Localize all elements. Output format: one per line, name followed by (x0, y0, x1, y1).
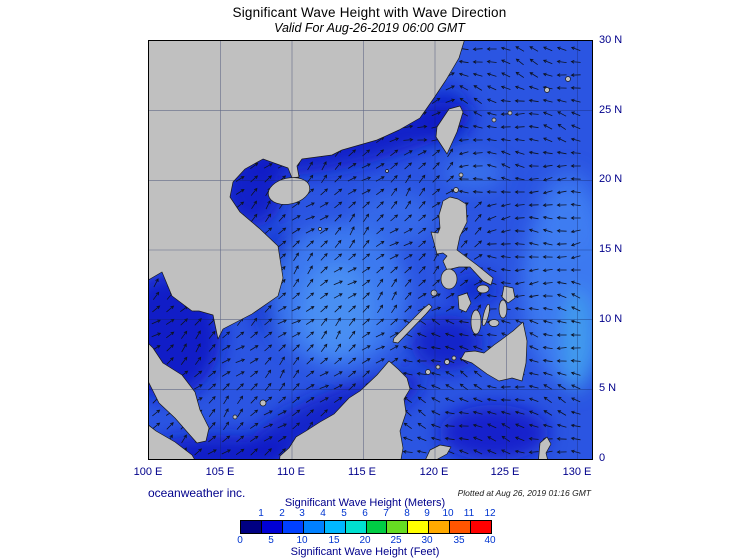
graticule (149, 41, 592, 459)
colorbar-meters-tick: 11 (463, 508, 475, 519)
colorbar-feet-tick: 25 (390, 535, 402, 546)
lat-label-25n: 25 N (599, 104, 623, 116)
wave-map-canvas (149, 41, 592, 459)
land-china-indochina (149, 41, 465, 340)
colorbar-segment (407, 521, 429, 533)
land-cebu (482, 303, 490, 327)
land-borneo (279, 360, 411, 459)
land-sulu-island (425, 369, 431, 375)
land-taiwan (435, 105, 464, 155)
colorbar-segment (344, 521, 366, 533)
colorbar-feet-tick: 10 (296, 535, 308, 546)
land-halmahera (538, 436, 552, 459)
colorbar-segment (323, 521, 345, 533)
land-sulu-island (435, 364, 441, 370)
colorbar-title-meters: Significant Wave Height (Meters) (284, 497, 446, 509)
land-ryukyu-island (507, 110, 513, 116)
land-palawan (392, 303, 433, 344)
plotted-timestamp: Plotted at Aug 26, 2019 01:16 GMT (457, 488, 591, 498)
lat-label-5n: 5 N (599, 382, 617, 394)
land-sulu-island (451, 355, 457, 361)
land-dongsha (385, 169, 389, 173)
map-frame (148, 40, 593, 460)
lon-label-125e: 125 E (490, 466, 520, 478)
lon-label-115e: 115 E (348, 466, 376, 478)
colorbar-segment (260, 521, 282, 533)
land-negros (470, 309, 482, 335)
credit-text: oceanweather inc. (148, 486, 246, 500)
colorbar-meters-tick: 5 (341, 508, 347, 519)
colorbar-segment (470, 521, 492, 533)
land-masbate (476, 284, 490, 294)
colorbar-meters-tick: 3 (299, 508, 305, 519)
colorbar-segment (302, 521, 324, 533)
lon-label-120e: 120 E (419, 466, 449, 478)
colorbar-segment (449, 521, 471, 533)
lat-label-15n: 15 N (599, 243, 623, 255)
chart-header: Significant Wave Height with Wave Direct… (148, 5, 591, 35)
land-sumatra (149, 425, 195, 459)
colorbar-feet-tick: 35 (453, 535, 465, 546)
lon-label-105e: 105 E (205, 466, 235, 478)
colorbar-feet-tick: 40 (484, 535, 496, 546)
colorbar-segment (428, 521, 450, 533)
lon-label-100e: 100 E (133, 466, 163, 478)
colorbar-meters-tick: 10 (442, 508, 454, 519)
colorbar-meters-tick: 2 (279, 508, 285, 519)
colorbar-meters-tick: 12 (484, 508, 496, 519)
land-mindoro (440, 268, 458, 290)
colorbar-feet-tick: 20 (359, 535, 371, 546)
land-batanes (458, 172, 464, 178)
land-ryukyu-island (565, 76, 571, 82)
land-sulawesi (425, 444, 452, 459)
land-samar (501, 285, 516, 304)
chart-subtitle: Valid For Aug-26-2019 06:00 GMT (274, 21, 465, 35)
colorbar-feet-tick: 0 (237, 535, 243, 546)
land-malay-peninsula (149, 343, 210, 444)
land-sulu-island (444, 359, 450, 365)
chart-title: Significant Wave Height with Wave Direct… (232, 5, 507, 20)
land-natuna (259, 399, 267, 407)
colorbar-segment (241, 521, 261, 533)
colorbar-segment (281, 521, 303, 533)
land-anambas (232, 414, 238, 420)
land-mindanao (460, 321, 528, 382)
land-calamian (430, 289, 438, 297)
land-leyte (498, 299, 508, 319)
lat-label-10n: 10 N (599, 313, 623, 325)
lon-label-110e: 110 E (277, 466, 305, 478)
land-babuyan (453, 187, 459, 193)
lat-label-0: 0 (599, 452, 606, 464)
colorbar-meters-tick: 7 (383, 508, 389, 519)
lon-label-130e: 130 E (562, 466, 592, 478)
colorbar-meters-tick: 8 (404, 508, 410, 519)
lat-label-30n: 30 N (599, 34, 623, 46)
colorbar-feet-tick: 15 (328, 535, 340, 546)
land-ryukyu-island (491, 117, 497, 123)
colorbar-gradient (240, 520, 492, 534)
land-paracel (318, 227, 322, 231)
lat-label-20n: 20 N (599, 173, 623, 185)
land-panay (457, 292, 472, 313)
colorbar-meters-tick: 6 (362, 508, 368, 519)
colorbar-meters-tick: 1 (258, 508, 264, 519)
colorbar-title-feet: Significant Wave Height (Feet) (290, 546, 440, 558)
landmasses (149, 41, 571, 459)
colorbar-feet-tick: 30 (421, 535, 433, 546)
colorbar-feet-tick: 5 (268, 535, 274, 546)
colorbar-segment (386, 521, 408, 533)
colorbar-meters-tick: 4 (320, 508, 326, 519)
colorbar-segment (365, 521, 387, 533)
land-luzon (430, 196, 494, 286)
colorbar-meters-tick: 9 (424, 508, 430, 519)
land-bohol (488, 319, 500, 327)
land-ryukyu-island (544, 87, 550, 93)
